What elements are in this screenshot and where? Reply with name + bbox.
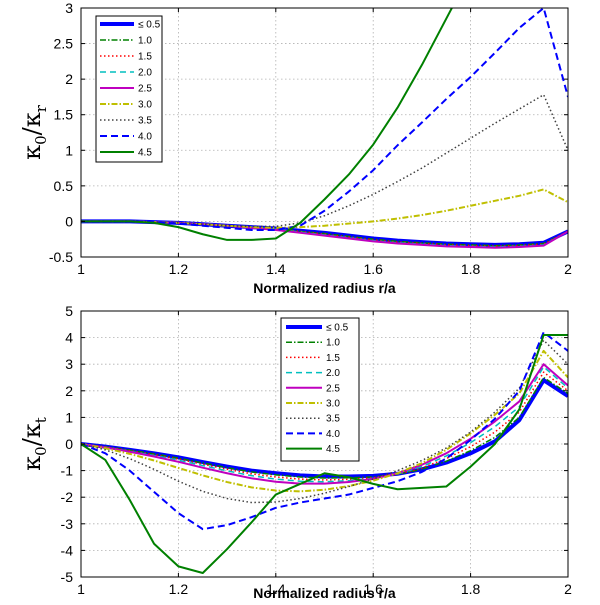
legend-label: 2.5 xyxy=(138,84,152,95)
x-tick-label: 1.2 xyxy=(169,581,189,597)
y-tick-label: -4 xyxy=(61,542,74,558)
y-tick-label: 4 xyxy=(65,330,73,346)
legend-label: 2.5 xyxy=(326,383,340,394)
x-tick-label: 2 xyxy=(564,581,572,597)
series-group xyxy=(81,8,568,249)
series-line-8 xyxy=(81,331,568,531)
legend-label: 4.5 xyxy=(138,148,152,159)
y-tick-label: -1 xyxy=(61,463,74,479)
y-tick-label: -2 xyxy=(61,489,74,505)
legend-label: 1.5 xyxy=(138,52,152,63)
legend-label: 4.5 xyxy=(326,444,340,455)
x-tick-label: 1 xyxy=(77,261,85,277)
legend-label: 1.5 xyxy=(326,353,340,364)
x-axis-label: Normalized radius r/a xyxy=(253,280,396,296)
y-tick-label: 3 xyxy=(65,356,73,372)
series-line-8 xyxy=(81,8,568,231)
y-tick-label: 1 xyxy=(65,142,73,158)
legend-label: 3.5 xyxy=(326,414,340,425)
legend-box xyxy=(280,317,360,462)
series-line-4 xyxy=(81,366,568,483)
y-tick-label: -0.5 xyxy=(49,249,73,265)
y-tick-label: -3 xyxy=(61,516,74,532)
x-tick-label: 1.6 xyxy=(363,261,383,277)
y-axis-label: κ0/κr xyxy=(18,104,50,160)
chart-top: 1 1.2 1.4 1.6 1.8 2 -0.5 0 0.5 1 1.5 2 2.5 3 Normalize… xyxy=(18,0,572,296)
x-tick-label: 1 xyxy=(77,581,85,597)
y-tick-label: 1.5 xyxy=(54,107,74,123)
y-tick-label: 0 xyxy=(65,436,73,452)
legend-label: 4.0 xyxy=(326,429,340,440)
y-tick-label: 1 xyxy=(65,409,73,425)
legend-label: ≤ 0.5 xyxy=(326,323,349,334)
series-group xyxy=(81,331,568,575)
legend-label: 1.0 xyxy=(326,338,340,349)
chart-bottom: 1 1.2 1.4 1.6 1.8 2 -5 -4 -3 -2 -1 0 1 2 3 4 5 Normalized… xyxy=(18,303,572,601)
legend-label: ≤ 0.5 xyxy=(138,20,161,31)
y-tick-label: -5 xyxy=(61,569,74,585)
legend-label: 3.5 xyxy=(138,116,152,127)
legend-label: 3.0 xyxy=(326,399,340,410)
series-line-2 xyxy=(81,376,568,479)
axes-frame xyxy=(80,7,569,258)
legend-label: 2.0 xyxy=(138,68,152,79)
x-tick-label: 1.2 xyxy=(169,261,189,277)
legend-label: 2.0 xyxy=(326,368,340,379)
y-tick-label: 2 xyxy=(65,383,73,399)
y-tick-label: 5 xyxy=(65,303,73,319)
x-tick-label: 1.8 xyxy=(461,261,481,277)
x-tick-label: 1.4 xyxy=(266,581,286,597)
x-tick-label: 2 xyxy=(564,261,572,277)
series-line-3 xyxy=(81,371,568,481)
series-line-6 xyxy=(81,349,568,493)
series-line-5 xyxy=(81,363,568,485)
series-line-9 xyxy=(81,333,568,575)
x-tick-label: 1.6 xyxy=(363,581,383,597)
legend-label: 1.0 xyxy=(138,36,152,47)
x-tick-label: 1.4 xyxy=(266,261,286,277)
x-tick-label: 1.8 xyxy=(461,581,481,597)
y-axis-label: κ0/κt xyxy=(18,417,50,471)
y-tick-label: 2 xyxy=(65,71,73,87)
legend-label: 3.0 xyxy=(138,100,152,111)
x-axis-label: Normalized radius r/a xyxy=(253,585,396,601)
series-line-9 xyxy=(81,8,453,241)
legend: ≤ 0.5 1.0 1.5 2.0 2.5 3.0 3.5 4.0 4.5 xyxy=(280,317,360,462)
y-tick-label: 3 xyxy=(65,0,73,16)
legend-label: 4.0 xyxy=(138,132,152,143)
legend: ≤ 0.5 1.0 1.5 2.0 2.5 3.0 3.5 4.0 4.5 xyxy=(95,15,163,163)
y-tick-label: 2.5 xyxy=(54,36,74,52)
y-tick-label: 0 xyxy=(65,213,73,229)
y-tick-label: 0.5 xyxy=(54,178,74,194)
